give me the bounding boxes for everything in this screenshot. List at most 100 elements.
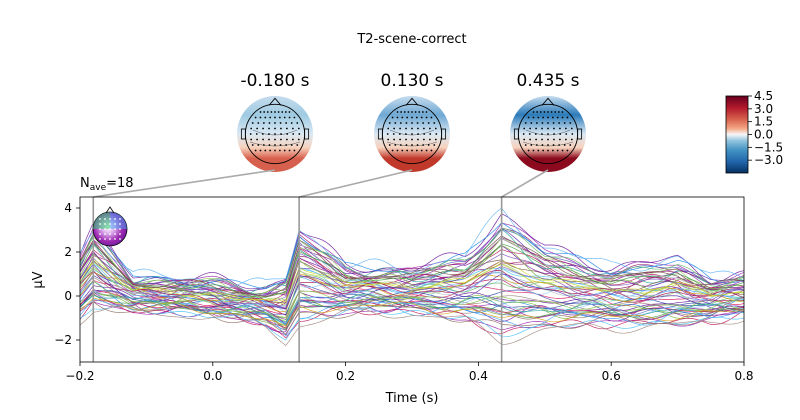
sensor-dot [542, 149, 545, 152]
sensor-dot [415, 116, 418, 119]
sensor-dot [552, 144, 555, 146]
sensor-dot [400, 111, 403, 113]
sensor-dot [268, 122, 271, 124]
sensor-dot [109, 223, 111, 225]
sensor-dot [405, 127, 407, 130]
sensor-dot [421, 111, 424, 113]
channel-trace [80, 243, 744, 298]
sensor-dot [285, 122, 288, 124]
sensor-dot [558, 122, 561, 124]
y-axis-label: µV [31, 271, 46, 288]
sensor-dot [254, 116, 257, 119]
sensor-dot [259, 149, 262, 152]
sensor-dot [291, 138, 294, 141]
channel-trace [80, 305, 744, 341]
sensor-dot [256, 127, 259, 130]
x-tick-label: 0.4 [469, 369, 488, 383]
sensor-dot [262, 122, 265, 124]
y-tick-label: 4 [64, 201, 72, 215]
channel-trace [80, 235, 744, 297]
y-tick-label: 2 [64, 245, 72, 259]
sensor-dot [261, 133, 264, 135]
sensor-dot [554, 111, 557, 113]
sensor-dot [292, 133, 295, 135]
sensor-dot [428, 127, 431, 130]
sensor-dot [536, 111, 539, 113]
sensor-dot [406, 149, 409, 152]
sensor-dot [405, 138, 407, 141]
topomap: -0.180 s [237, 71, 313, 172]
sensor-dot [99, 233, 101, 235]
sensor-dot [288, 116, 291, 119]
sensor-dot [571, 133, 574, 135]
sensor-dot [564, 138, 567, 141]
sensor-dot [528, 133, 531, 135]
sensor-dot [535, 122, 538, 124]
sensor-dot [405, 122, 408, 124]
sensor-dot [527, 116, 530, 119]
sensor-legend-quadrant [93, 212, 110, 229]
sensor-dot [387, 127, 390, 130]
sensor-dot [406, 116, 409, 119]
sensor-dot [423, 127, 425, 130]
sensor-dot [414, 111, 417, 113]
sensor-dot [290, 122, 293, 124]
sensor-dot [522, 133, 525, 135]
sensor-dot [251, 122, 254, 124]
sensor-dot [119, 238, 121, 240]
sensor-dot [109, 218, 111, 220]
sensor-dot [104, 223, 106, 225]
sensor-dot [109, 228, 111, 230]
channel-trace [80, 245, 744, 300]
sensor-dot [530, 122, 533, 124]
x-tick-label: 0.6 [602, 369, 621, 383]
sensor-dot [274, 111, 276, 113]
colorbar-ticks: 4.53.01.50.0−1.5−3.0 [748, 89, 783, 167]
sensor-dot [280, 138, 282, 141]
sensor-dot [254, 149, 257, 152]
sensor-dot [551, 116, 554, 119]
channel-trace [80, 207, 744, 288]
y-axis-ticks: −2 0 2 4 [54, 201, 80, 347]
sensor-dot [418, 111, 421, 113]
sensor-dot [559, 138, 561, 141]
sensor-dot [393, 138, 396, 141]
channel-trace [80, 257, 744, 308]
sensor-dot [270, 111, 273, 113]
sensor-dot [570, 138, 573, 141]
sensor-dot [293, 149, 296, 152]
colorbar-tick-label: 3.0 [754, 102, 773, 116]
sensor-dot [553, 138, 555, 141]
sensor-location-legend-icon [92, 206, 128, 247]
connector-line [298, 169, 413, 198]
sensor-dot [114, 233, 116, 235]
sensor-dot [268, 133, 270, 135]
sensor-dot [535, 144, 538, 146]
sensor-dot [530, 144, 533, 146]
sensor-dot [527, 149, 530, 152]
y-tick-label: 0 [64, 289, 72, 303]
sensor-dot [257, 144, 260, 146]
x-tick-label: 0.2 [336, 369, 355, 383]
sensor-dot [99, 228, 101, 230]
sensor-dot [259, 111, 262, 113]
colorbar-tick-label: 4.5 [754, 89, 773, 103]
sensor-dot [541, 122, 544, 124]
contour-line [386, 141, 438, 147]
sensor-dot [119, 233, 121, 235]
sensor-dot [425, 149, 428, 152]
x-axis-ticks: −0.2 0.0 0.2 0.4 0.6 0.8 [65, 362, 754, 383]
contour-line [522, 141, 574, 147]
sensor-dot [430, 116, 433, 119]
sensor-dot [278, 149, 281, 152]
sensor-dot [250, 127, 253, 130]
sensor-dot [547, 122, 549, 124]
sensor-dot [425, 116, 428, 119]
sensor-dot [279, 122, 282, 124]
sensor-dot [99, 238, 101, 240]
sensor-dot [268, 144, 271, 146]
sensor-dot [109, 233, 111, 235]
sensor-dot [114, 228, 116, 230]
sensor-dot [547, 111, 549, 113]
sensor-dot [394, 144, 397, 146]
